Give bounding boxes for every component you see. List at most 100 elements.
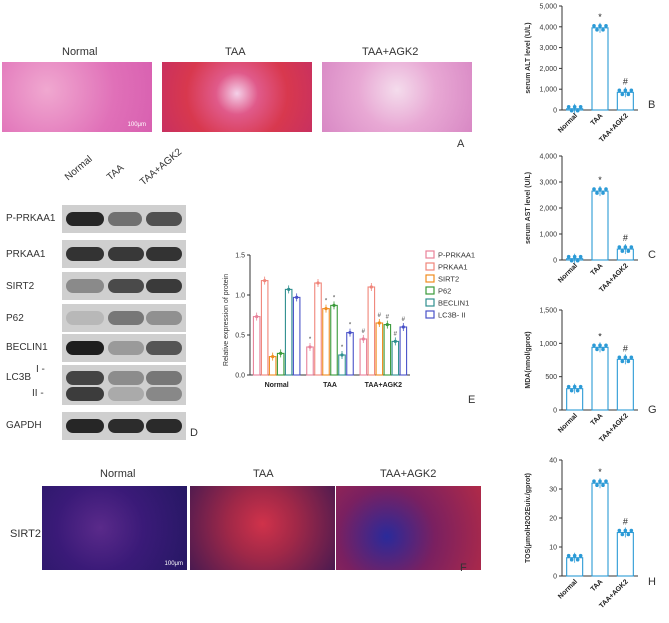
chart-e-ylabel: Relative expression of protein	[223, 274, 230, 366]
chart-b-ytick-label: 3,000	[539, 45, 557, 52]
chart-e-bar	[359, 338, 368, 376]
chart-h-ytick-label: 0	[553, 574, 557, 581]
chart-b-ytick-label: 2,000	[539, 66, 557, 73]
chart-c-ytick-label: 0	[553, 258, 557, 265]
panel-letter-d: D	[190, 427, 198, 439]
chart-c-category-label: TAA	[590, 262, 605, 277]
chart-g-bar	[616, 358, 634, 411]
chart-e-significance-mark: *	[341, 345, 344, 351]
chart-e-legend-swatch	[425, 310, 435, 319]
chart-e-ytick-label: 1.5	[235, 253, 245, 260]
chart-c-significance-mark: *	[598, 175, 602, 185]
chart-g-ytick-label: 500	[545, 374, 557, 381]
panel-f-label-taa: TAA	[253, 468, 274, 480]
chart-g-point	[620, 359, 625, 364]
chart-e-bar	[260, 280, 269, 376]
chart-g-panel-letter: G	[648, 404, 657, 416]
chart-b-category-label: Normal	[557, 112, 579, 134]
chart-b-ylabel: serum ALT level (U/L)	[525, 22, 532, 93]
chart-e-bar	[367, 286, 376, 376]
chart-h-point	[578, 553, 583, 558]
chart-g-point	[575, 388, 580, 393]
chart-h-point	[592, 479, 596, 483]
chart-e: Relative expression of protein E 0.0 0.5 1…	[223, 250, 475, 406]
chart-h-ytick-label: 40	[549, 458, 557, 465]
chart-e-bar	[330, 304, 338, 376]
panel-letter-e: E	[468, 394, 475, 406]
chart-g-ytick-label: 1,500	[539, 308, 557, 315]
chart-e-category-label: TAA	[323, 382, 337, 389]
chart-h-bar	[591, 482, 609, 577]
chart-e-significance-mark: #	[394, 331, 398, 337]
chart-h-point	[575, 557, 580, 562]
chart-h: 0 10 20 30 40 TOS(μmolH2O2Euiv./gprot) Normal *…	[525, 458, 656, 610]
chart-g-point	[566, 384, 571, 389]
chart-c-significance-mark: #	[623, 233, 628, 243]
chart-c-point	[566, 254, 571, 259]
chart-c-category-label: Normal	[557, 262, 579, 284]
blot-col-taa-agk2: TAA+AGK2	[137, 146, 185, 188]
chart-b-significance-mark: #	[623, 76, 628, 86]
blot-strip-p-prkaa1	[62, 205, 186, 233]
chart-g-ytick-label: 1,000	[539, 341, 557, 348]
chart-g-ylabel: MDA(nmol/gprot)	[525, 331, 532, 388]
blot-strip-prkaa1	[62, 240, 186, 268]
chart-e-legend-label: P-PRKAA1	[438, 251, 475, 260]
blot-label-p-prkaa1: P-PRKAA1	[6, 213, 56, 224]
chart-e-legend-label: LC3B- II	[438, 311, 466, 320]
blot-label-gapdh: GAPDH	[6, 420, 42, 431]
chart-c-point	[629, 245, 634, 249]
chart-h-category-label: Normal	[557, 578, 579, 600]
chart-b-ytick-label: 5,000	[539, 4, 557, 11]
if-image-normal: 100μm	[42, 486, 187, 570]
chart-e-category-label: TAA+AGK2	[365, 382, 403, 389]
chart-g-point	[626, 359, 631, 364]
chart-e-bar	[314, 282, 322, 376]
blot-label-lc3b: LC3B	[6, 372, 32, 383]
chart-h-category-label: TAA	[590, 578, 605, 593]
chart-g-significance-mark: *	[598, 331, 602, 341]
chart-h-ytick-label: 30	[549, 487, 557, 494]
chart-e-significance-mark: *	[333, 295, 336, 301]
chart-b-bar	[591, 27, 609, 111]
chart-h-panel-letter: H	[648, 576, 656, 588]
chart-e-bar	[346, 332, 354, 376]
blot-label-prkaa1: PRKAA1	[6, 249, 46, 260]
chart-c-point	[601, 191, 605, 195]
chart-e-legend-swatch	[425, 298, 435, 307]
blot-strip-p62	[62, 304, 186, 332]
chart-h-bar	[616, 531, 634, 577]
blot-label-p62: P62	[6, 313, 24, 324]
he-image-taa	[162, 62, 312, 132]
chart-h-ytick-label: 20	[549, 516, 557, 523]
chart-h-point	[604, 479, 608, 483]
chart-g-point	[595, 347, 599, 352]
he-image-normal: 100μm	[2, 62, 152, 132]
chart-c-point	[595, 191, 599, 195]
blot-label-beclin1: BECLIN1	[6, 342, 48, 353]
chart-b-point	[620, 92, 625, 97]
chart-b-point	[569, 108, 574, 113]
chart-e-significance-mark: #	[386, 315, 390, 321]
chart-e-ytick-label: 1.0	[235, 293, 245, 300]
chart-g-category-label: TAA	[590, 412, 605, 427]
panel-f-label-taa-agk2: TAA+AGK2	[380, 468, 437, 480]
blot-strip-beclin1	[62, 334, 186, 362]
chart-g-point	[604, 343, 608, 348]
chart-h-point	[566, 553, 571, 558]
chart-g-bar	[591, 346, 609, 411]
chart-e-legend-swatch	[425, 250, 435, 259]
chart-b-point	[578, 104, 583, 109]
chart-c-point	[617, 245, 622, 249]
chart-c-point	[604, 187, 608, 191]
chart-g-point	[592, 343, 596, 348]
blot-strip-gapdh	[62, 412, 186, 440]
chart-h-point	[629, 528, 634, 533]
chart-c-point	[592, 187, 596, 191]
chart-e-bar	[375, 322, 384, 376]
chart-c-ytick-label: 4,000	[539, 154, 557, 161]
chart-e-bar	[322, 308, 330, 376]
chart-h-significance-mark: #	[623, 517, 628, 527]
chart-c: 0 1,000 2,000 3,000 4,000 serum AST level (U/…	[525, 154, 656, 294]
blot-strip-sirt2	[62, 272, 186, 300]
